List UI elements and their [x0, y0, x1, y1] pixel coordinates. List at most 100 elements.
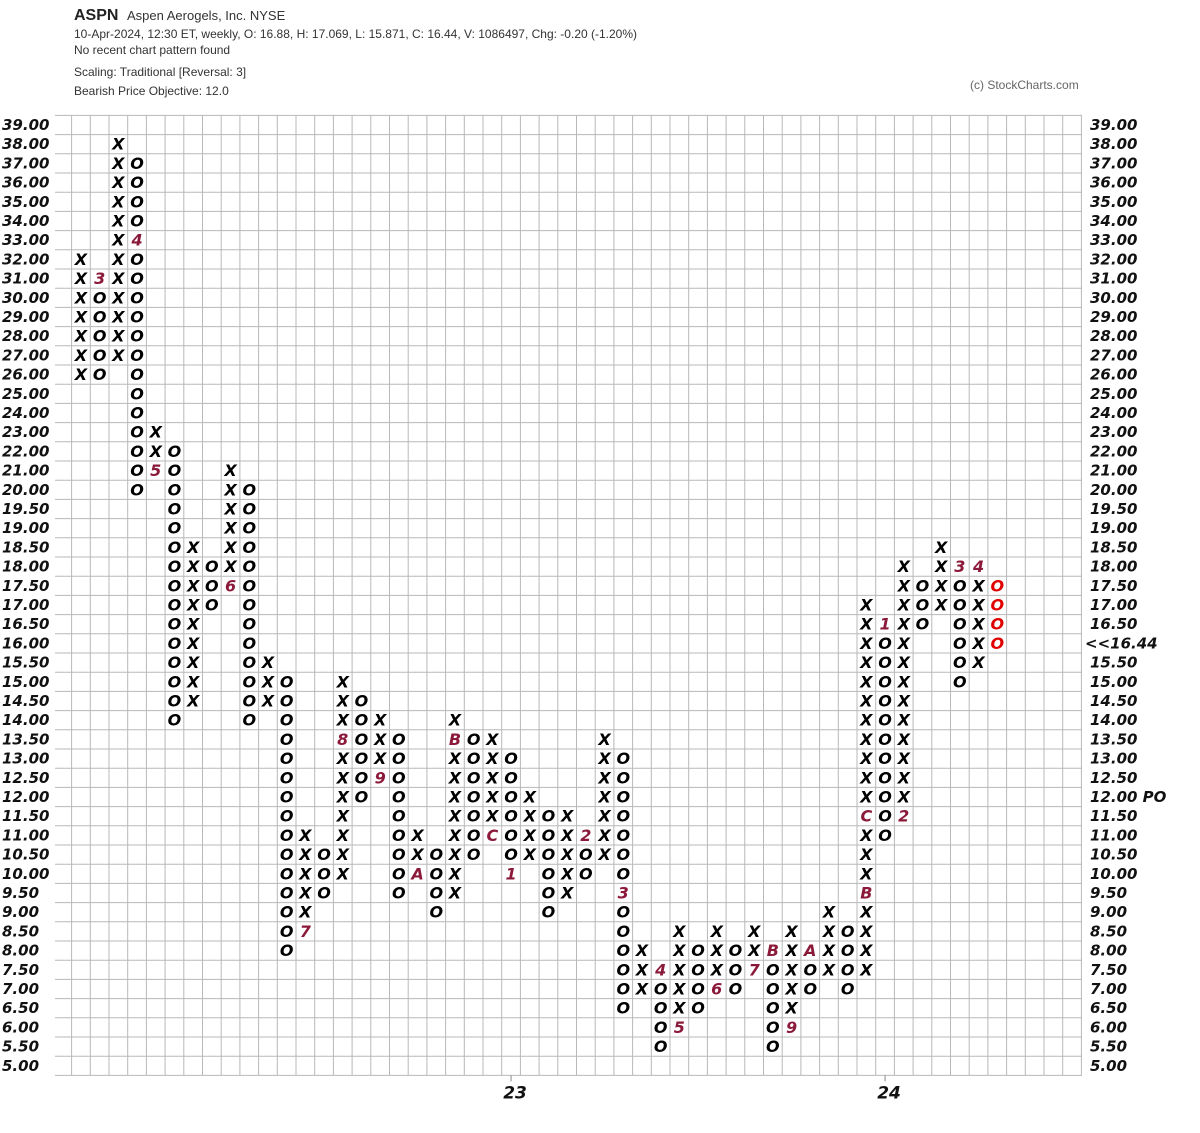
y-tick-label-right: 18.50 — [1090, 538, 1137, 556]
box: X — [971, 596, 985, 615]
month-marker: 2 — [898, 807, 909, 826]
month-marker: A — [409, 864, 423, 883]
pnf-column: XXX — [635, 941, 649, 998]
y-tick-label-right: 23.00 — [1090, 423, 1137, 441]
y-tick-label-right: 18.00 — [1090, 558, 1137, 576]
y-tick-label-right: 5.50 — [1090, 1038, 1127, 1056]
y-tick-label: 9.50 — [2, 884, 39, 902]
box: X — [784, 980, 798, 999]
box: O — [429, 864, 443, 883]
box: X — [336, 826, 350, 845]
box: X — [111, 135, 125, 154]
y-tick-label-right: 37.00 — [1090, 154, 1137, 172]
y-tick-label-right: 38.00 — [1090, 135, 1137, 153]
y-tick-label-right: 14.00 — [1090, 711, 1137, 729]
box: O — [654, 1018, 668, 1037]
box: O — [93, 308, 107, 327]
y-tick-label: 13.50 — [2, 730, 49, 748]
quote: 10-Apr-2024, 12:30 ET, weekly, O: 16.88,… — [74, 27, 637, 41]
y-tick-label: 11.00 — [2, 826, 49, 844]
box: O — [392, 768, 406, 787]
box: O — [355, 692, 369, 711]
box: X — [784, 999, 798, 1018]
y-tick-label: 21.00 — [2, 462, 49, 480]
box: O — [280, 941, 294, 960]
box: O — [93, 327, 107, 346]
symbol: ASPN — [74, 7, 118, 24]
box: O — [130, 269, 144, 288]
box: O — [242, 634, 256, 653]
box: O — [691, 980, 705, 999]
box: X — [373, 730, 387, 749]
box: O — [392, 845, 406, 864]
box: X — [859, 903, 873, 922]
y-tick-label-right: 14.50 — [1090, 692, 1137, 710]
objective: Bearish Price Objective: 12.0 — [74, 84, 229, 98]
box: X — [859, 960, 873, 979]
box: O — [93, 365, 107, 384]
box: X — [74, 365, 88, 384]
box: O — [878, 749, 892, 768]
box: X — [223, 480, 237, 499]
box: O — [392, 749, 406, 768]
y-tick-label-right: 10.50 — [1090, 846, 1137, 864]
box: O — [242, 519, 256, 538]
box: X — [448, 788, 462, 807]
y-tick-label: 10.50 — [2, 846, 49, 864]
box: O — [953, 672, 967, 691]
box: X — [934, 538, 948, 557]
box: O — [280, 749, 294, 768]
y-tick-label: 11.50 — [2, 807, 49, 825]
y-tick-label: 27.00 — [2, 346, 49, 364]
y-tick-label-right: 6.50 — [1090, 999, 1127, 1017]
box: X — [223, 461, 237, 480]
box: O — [168, 711, 182, 730]
box: X — [859, 826, 873, 845]
box: X — [336, 692, 350, 711]
y-tick-label-right: 11.00 — [1090, 826, 1137, 844]
box: X — [784, 960, 798, 979]
box: O — [878, 788, 892, 807]
box: X — [111, 308, 125, 327]
box: O — [654, 1037, 668, 1056]
box: O — [280, 788, 294, 807]
y-tick-label: 12.00 — [2, 788, 49, 806]
y-tick-label-right: 8.00 — [1090, 942, 1127, 960]
y-tick-label-right: 31.00 — [1090, 270, 1137, 288]
box: X — [298, 884, 312, 903]
box: O — [878, 807, 892, 826]
month-marker: 5 — [674, 1018, 685, 1037]
box: O — [953, 576, 967, 595]
month-marker: B — [860, 884, 872, 903]
box: O — [130, 327, 144, 346]
box: X — [897, 692, 911, 711]
box: O — [654, 999, 668, 1018]
box: X — [74, 346, 88, 365]
month-marker: B — [449, 730, 461, 749]
box: O — [242, 500, 256, 519]
box: X — [747, 941, 761, 960]
box: X — [111, 192, 125, 211]
box: X — [448, 826, 462, 845]
box: X — [859, 672, 873, 691]
box: X — [859, 711, 873, 730]
y-tick-label-right: 7.50 — [1090, 961, 1127, 979]
box: O — [916, 596, 930, 615]
box: X — [485, 730, 499, 749]
y-tick-label: 7.00 — [2, 980, 39, 998]
box: O — [168, 519, 182, 538]
box: O — [130, 346, 144, 365]
box: O — [616, 768, 630, 787]
y-tick-label: 18.00 — [2, 558, 49, 576]
box: X — [186, 596, 200, 615]
box: O — [242, 672, 256, 691]
box: O — [766, 1037, 780, 1056]
box: O — [616, 864, 630, 883]
box: O — [579, 864, 593, 883]
